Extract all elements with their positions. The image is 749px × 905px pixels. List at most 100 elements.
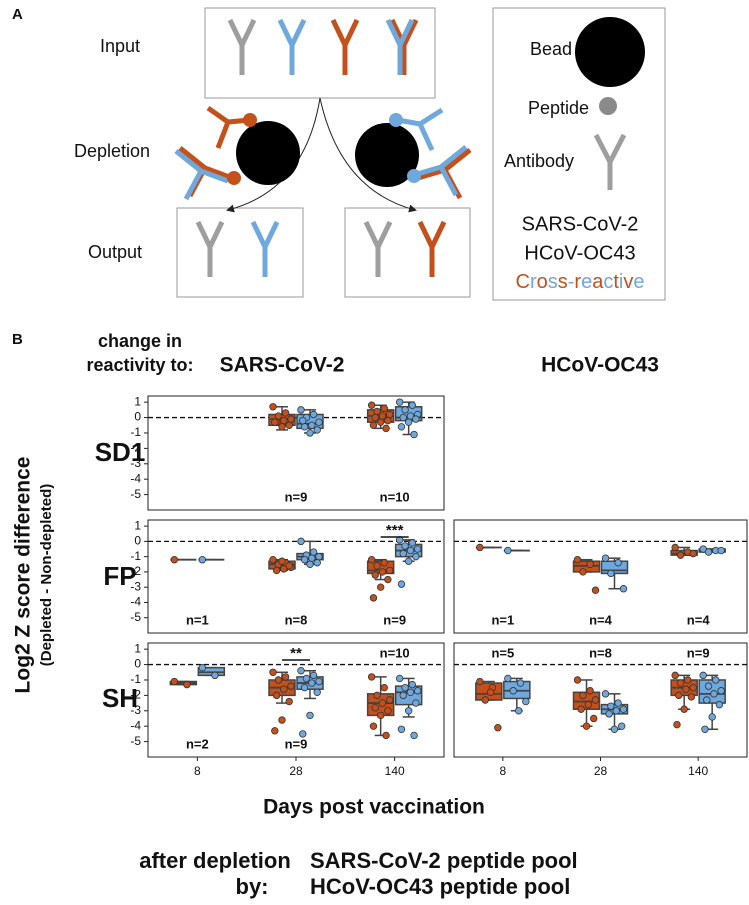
row-label: FP xyxy=(103,561,136,591)
y-tick-label: 0 xyxy=(134,657,141,671)
n-label: n=9 xyxy=(383,612,406,627)
point xyxy=(509,687,517,695)
point xyxy=(712,676,720,684)
point xyxy=(376,418,385,426)
point xyxy=(306,711,314,720)
n-label: n=8 xyxy=(589,645,612,660)
y-axis-subtitle: (Depleted - Non-depleted) xyxy=(38,484,55,667)
y-tick-label: -5 xyxy=(130,734,141,748)
point xyxy=(280,416,288,425)
point xyxy=(308,679,316,687)
x-tick-label: 8 xyxy=(194,764,201,778)
y-tick-label: 1 xyxy=(134,641,141,655)
point xyxy=(211,671,219,680)
point xyxy=(610,725,619,733)
point xyxy=(373,407,381,416)
point xyxy=(614,559,622,567)
point xyxy=(408,539,416,547)
point xyxy=(269,403,277,411)
y-tick-label: -4 xyxy=(130,471,141,485)
n-label: n=10 xyxy=(380,489,410,504)
point xyxy=(271,727,279,735)
point xyxy=(671,671,679,680)
point xyxy=(717,687,725,695)
point xyxy=(412,699,420,707)
point xyxy=(399,413,407,422)
point xyxy=(367,556,376,564)
point xyxy=(579,568,587,576)
panel-label: A xyxy=(12,6,23,23)
point xyxy=(313,559,321,567)
n-label: n=8 xyxy=(285,612,308,627)
point xyxy=(371,704,379,712)
point xyxy=(586,687,594,695)
point xyxy=(408,680,416,689)
point xyxy=(285,421,293,429)
point xyxy=(413,545,422,553)
point xyxy=(300,683,309,692)
point xyxy=(300,556,309,564)
point xyxy=(302,674,311,683)
x-tick-label: 28 xyxy=(594,764,608,778)
point xyxy=(395,398,404,406)
point xyxy=(272,566,281,575)
point xyxy=(371,413,379,422)
point xyxy=(274,412,283,420)
x-tick-label: 140 xyxy=(688,764,708,778)
panel-heading: change in xyxy=(98,331,182,351)
point xyxy=(281,409,290,417)
point xyxy=(619,585,628,593)
point xyxy=(384,707,392,715)
n-label: n=9 xyxy=(285,736,308,751)
point xyxy=(413,687,422,695)
y-tick-label: 0 xyxy=(134,534,141,548)
point xyxy=(308,421,316,429)
n-label: n=10 xyxy=(380,645,410,660)
point xyxy=(397,725,406,733)
point xyxy=(708,713,716,721)
point xyxy=(280,685,288,693)
point xyxy=(309,671,318,680)
point xyxy=(170,677,179,686)
point xyxy=(404,707,413,715)
point xyxy=(584,700,592,709)
point xyxy=(373,691,381,700)
point xyxy=(607,702,615,710)
y-axis-title: Log2 Z score difference xyxy=(12,457,35,694)
y-tick-label: -3 xyxy=(130,456,141,470)
legend-item: Peptide xyxy=(528,98,589,118)
point xyxy=(710,690,718,698)
y-tick-label: 0 xyxy=(134,410,141,424)
n-label: n=9 xyxy=(285,489,308,504)
point xyxy=(269,556,277,564)
point xyxy=(404,557,413,565)
point xyxy=(382,731,390,740)
row-label: Output xyxy=(88,242,142,262)
column-title: HCoV-OC43 xyxy=(541,354,659,377)
point xyxy=(285,697,293,706)
point xyxy=(704,548,713,556)
point xyxy=(522,697,530,706)
legend-entry: SARS-CoV-2 peptide pool xyxy=(310,848,578,873)
point xyxy=(376,711,385,720)
row-label: SD1 xyxy=(95,437,146,467)
point xyxy=(272,691,281,700)
point xyxy=(299,730,307,738)
plot-frame xyxy=(147,395,445,511)
point xyxy=(285,562,293,570)
point xyxy=(397,580,406,588)
point xyxy=(313,688,321,696)
point xyxy=(701,725,709,733)
point xyxy=(287,415,295,423)
n-label: n=4 xyxy=(589,612,613,627)
point xyxy=(577,705,585,713)
point xyxy=(380,404,388,413)
point xyxy=(306,429,314,437)
point xyxy=(299,416,307,425)
point xyxy=(401,406,409,414)
point xyxy=(278,557,286,565)
x-tick-label: 28 xyxy=(289,764,303,778)
point xyxy=(306,560,314,568)
